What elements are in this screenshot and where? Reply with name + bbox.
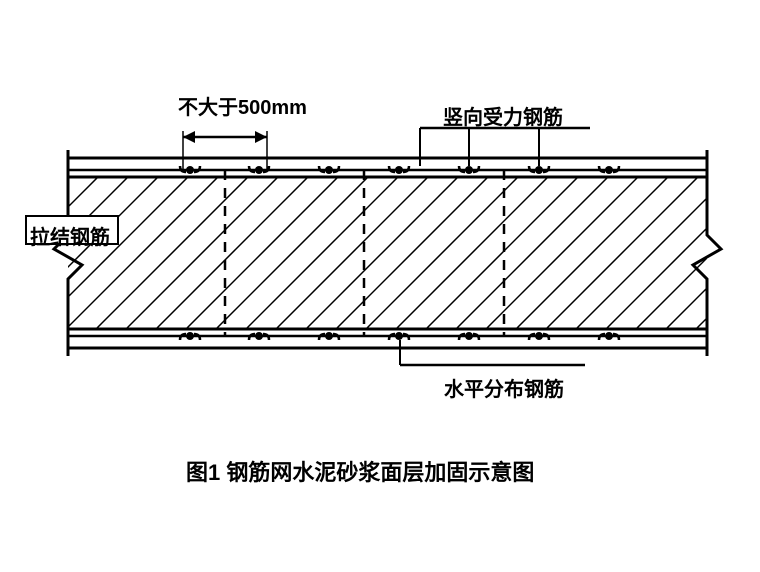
label-vertical-rebar: 竖向受力钢筋: [443, 101, 563, 130]
label-dimension: 不大于500mm: [178, 91, 307, 120]
label-tie-rebar: 拉结钢筋: [30, 221, 110, 250]
label-horizontal-rebar: 水平分布钢筋: [444, 373, 564, 402]
figure-caption: 图1 钢筋网水泥砂浆面层加固示意图: [186, 455, 534, 487]
diagram-canvas: 不大于500mm 竖向受力钢筋 拉结钢筋 水平分布钢筋 图1 钢筋网水泥砂浆面层…: [0, 0, 760, 567]
